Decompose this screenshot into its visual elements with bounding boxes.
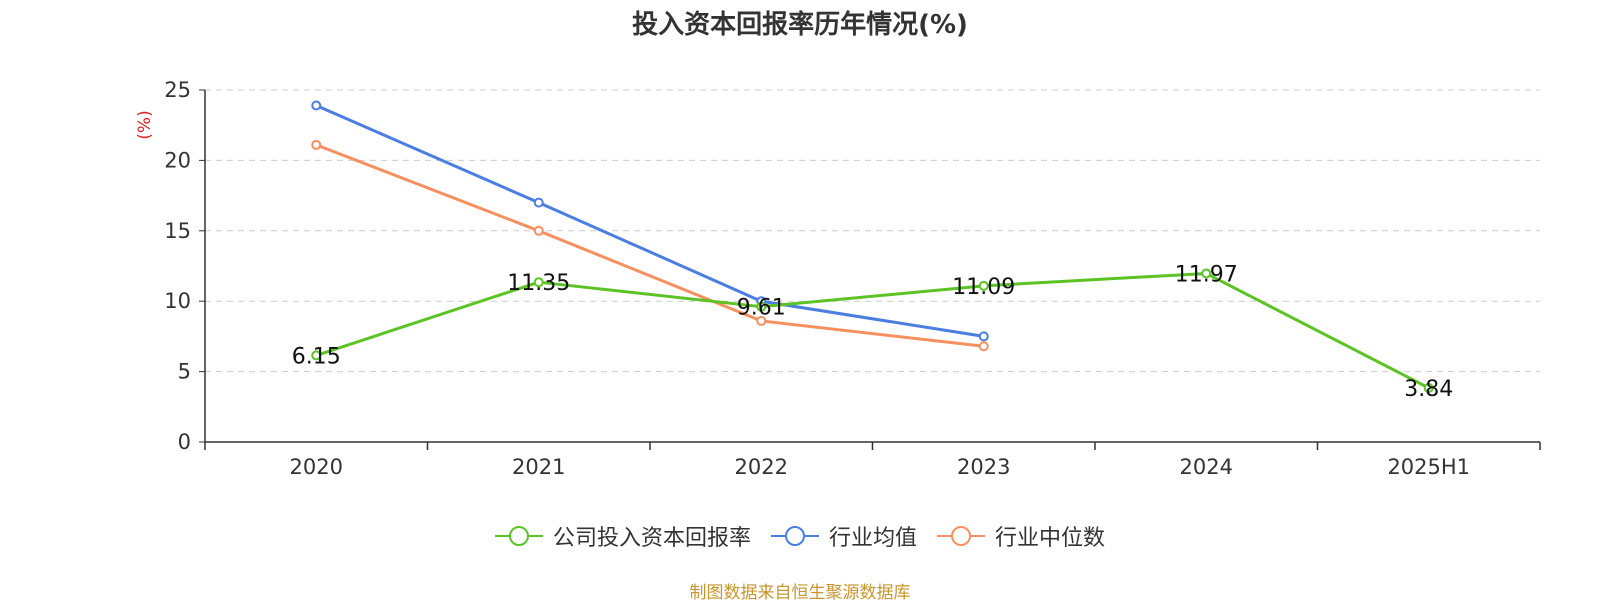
data-label: 11.97 [1175,262,1238,287]
legend-item-company-roic[interactable]: 公司投入资本回报率 [494,520,751,552]
data-point [978,341,989,352]
series-line [315,104,984,338]
legend-line-circle-icon [770,526,819,546]
series-line [315,271,1430,390]
data-point [1201,268,1212,279]
x-tick-label: 2025H1 [1387,455,1470,479]
chart-title: 投入资本回报率历年情况(%) [632,10,968,40]
y-tick-label: 0 [178,430,191,454]
data-point [533,225,544,236]
legend-line-circle-icon [494,526,543,546]
data-label: 11.09 [952,275,1015,300]
legend-item-industry-median[interactable]: 行业中位数 [937,520,1105,552]
x-tick-label: 2022 [735,455,788,479]
x-tick-label: 2021 [512,455,565,479]
data-source-note: 制图数据来自恒生聚源数据库 [689,583,911,603]
y-tick-label: 25 [164,78,191,102]
data-point [756,315,767,326]
data-point [533,197,544,208]
y-tick-label: 10 [164,289,191,313]
data-point [756,301,767,312]
x-tick-label: 2023 [957,455,1010,479]
x-tick-label: 2020 [290,455,343,479]
y-tick-label: 20 [164,148,191,172]
legend-line-circle-icon [937,526,985,546]
data-point [311,139,322,150]
data-point [311,100,322,111]
y-tick-label: 15 [164,219,191,243]
series-line [315,143,984,348]
data-label: 11.35 [507,271,570,296]
data-point [533,277,544,288]
chart-legend: 公司投入资本回报率 行业均值 行业中位数 [0,520,1600,552]
data-point [311,350,322,361]
x-tick-label: 2024 [1180,455,1233,479]
data-label: 9.61 [737,296,786,321]
legend-item-industry-average[interactable]: 行业均值 [770,520,917,552]
y-tick-label: 5 [178,360,191,384]
data-point [1423,382,1434,393]
legend-label: 公司投入资本回报率 [552,526,751,551]
data-label: 3.84 [1404,377,1453,402]
data-point [978,331,989,342]
data-point [978,280,989,291]
legend-label: 行业均值 [828,526,917,551]
y-axis-label: (%) [135,110,155,139]
legend-label: 行业中位数 [995,526,1106,551]
data-label: 6.15 [292,344,341,369]
